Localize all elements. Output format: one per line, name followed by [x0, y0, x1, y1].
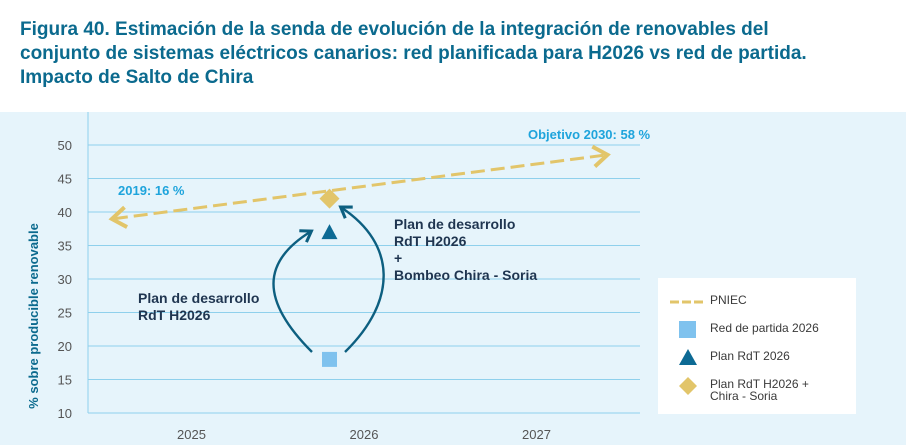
left-curved-arrow — [272, 229, 314, 353]
legend-item-plan-chira: Plan RdT H2026 + Chira - Soria — [658, 376, 856, 410]
legend-label-pniec: PNIEC — [710, 293, 747, 307]
dashed-line-icon — [670, 300, 706, 304]
legend-label-plan-chira: Plan RdT H2026 + Chira - Soria — [710, 377, 809, 403]
figure-title-line-1: Figura 40. Estimación de la senda de evo… — [20, 19, 769, 40]
y-tick-label-20: 20 — [58, 339, 72, 354]
y-tick-label-45: 45 — [58, 172, 72, 187]
legend-label-plan-rdt: Plan RdT 2026 — [710, 349, 790, 363]
red-partida-square-marker — [322, 351, 337, 367]
plan-rdt-triangle-marker — [321, 224, 338, 240]
plan-chira-diamond-marker — [319, 188, 340, 209]
y-tick-label-50: 50 — [58, 138, 72, 153]
y-tick-label-35: 35 — [58, 239, 72, 254]
square-icon — [679, 321, 696, 338]
figure-title: Figura 40. Estimación de la senda de evo… — [20, 18, 890, 90]
x-tick-label-2027: 2027 — [522, 427, 551, 442]
legend-label-red-partida: Red de partida 2026 — [710, 321, 819, 335]
legend-item-pniec: PNIEC — [658, 292, 856, 312]
annotation-left-line-1: Plan de desarrollo — [138, 290, 259, 306]
x-tick-label-2026: 2026 — [350, 427, 379, 442]
annotation-2019: 2019: 16 % — [118, 183, 185, 198]
pniec-line — [108, 144, 611, 229]
annotation-right-line-2: RdT H2026 — [394, 233, 467, 249]
y-tick-label-10: 10 — [58, 406, 72, 421]
annotation-right-line-4: Bombeo Chira - Soria — [394, 267, 537, 283]
legend: PNIEC Red de partida 2026 Plan RdT 2026 … — [658, 278, 856, 414]
diamond-icon — [679, 377, 697, 395]
y-tick-label-25: 25 — [58, 306, 72, 321]
triangle-icon — [679, 349, 697, 365]
legend-item-plan-rdt: Plan RdT 2026 — [658, 348, 856, 368]
annotation-left-line-2: RdT H2026 — [138, 307, 211, 323]
figure-title-line-2: conjunto de sistemas eléctricos canarios… — [20, 43, 807, 64]
y-tick-label-30: 30 — [58, 272, 72, 287]
annotation-right-line-3: + — [394, 250, 402, 266]
y-tick-label-40: 40 — [58, 205, 72, 220]
y-tick-label-15: 15 — [58, 373, 72, 388]
annotation-objetivo-2030: Objetivo 2030: 58 % — [528, 127, 651, 142]
annotation-right-line-1: Plan de desarrollo — [394, 216, 515, 232]
right-curved-arrow — [338, 205, 385, 353]
figure-title-line-3: Impacto de Salto de Chira — [20, 67, 254, 88]
x-tick-label-2025: 2025 — [177, 427, 206, 442]
legend-item-red-partida: Red de partida 2026 — [658, 320, 856, 340]
y-axis-label: % sobre producible renovable — [26, 223, 41, 409]
